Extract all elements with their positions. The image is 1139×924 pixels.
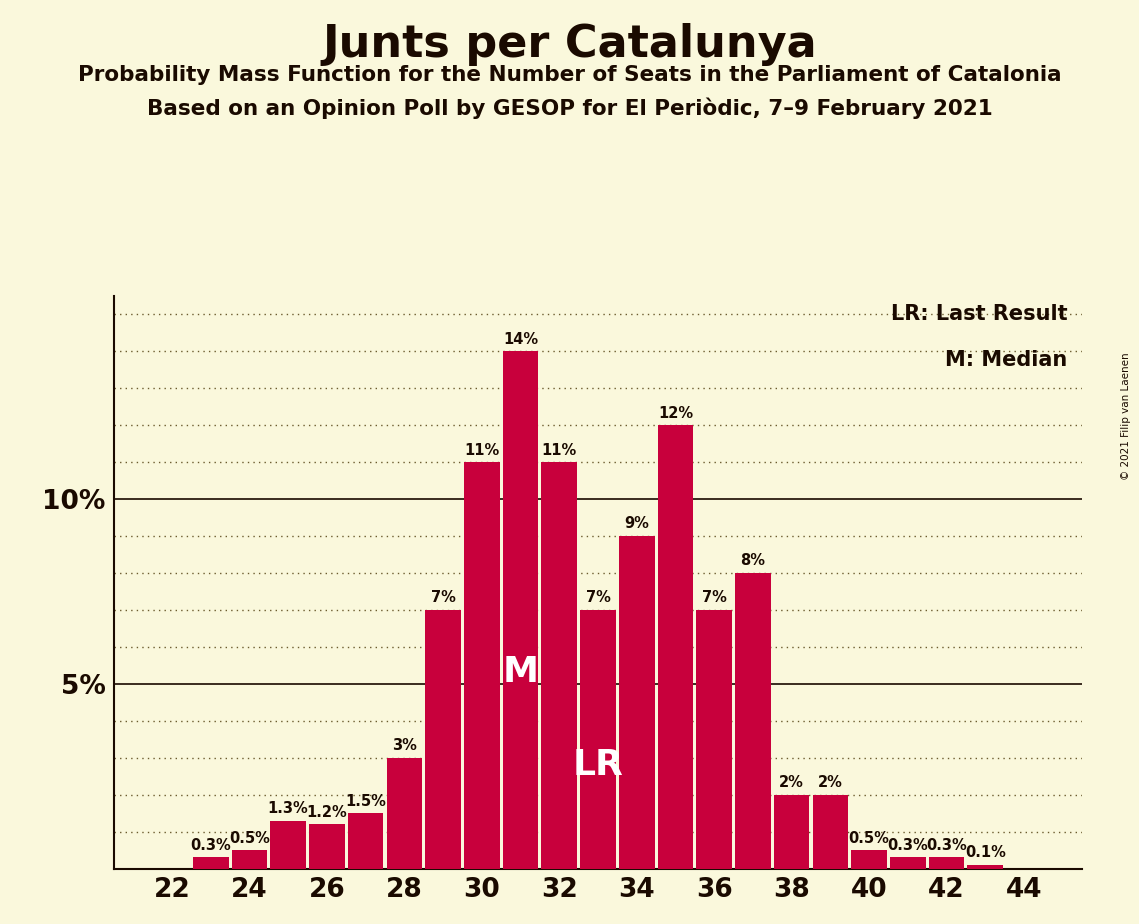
Bar: [192, 857, 229, 869]
Text: 0.5%: 0.5%: [849, 831, 890, 845]
Bar: [231, 850, 268, 869]
Bar: [735, 573, 771, 869]
Text: Probability Mass Function for the Number of Seats in the Parliament of Catalonia: Probability Mass Function for the Number…: [77, 65, 1062, 85]
Bar: [425, 610, 461, 869]
Text: 0.3%: 0.3%: [887, 838, 928, 853]
Text: 3%: 3%: [392, 738, 417, 753]
Text: 0.3%: 0.3%: [190, 838, 231, 853]
Text: 14%: 14%: [503, 332, 538, 346]
Text: 11%: 11%: [542, 443, 576, 457]
Text: 0.1%: 0.1%: [965, 845, 1006, 860]
Text: 9%: 9%: [624, 517, 649, 531]
Bar: [386, 758, 423, 869]
Text: M: M: [502, 655, 539, 689]
Text: 2%: 2%: [818, 775, 843, 790]
Bar: [773, 795, 810, 869]
Bar: [967, 865, 1003, 869]
Bar: [580, 610, 616, 869]
Text: M: Median: M: Median: [945, 350, 1067, 371]
Bar: [618, 536, 655, 869]
Bar: [464, 462, 500, 869]
Bar: [851, 850, 887, 869]
Text: LR: LR: [573, 748, 623, 782]
Text: © 2021 Filip van Laenen: © 2021 Filip van Laenen: [1121, 352, 1131, 480]
Text: 1.2%: 1.2%: [306, 805, 347, 820]
Text: 7%: 7%: [702, 590, 727, 605]
Text: 2%: 2%: [779, 775, 804, 790]
Text: 1.3%: 1.3%: [268, 801, 309, 816]
Bar: [890, 857, 926, 869]
Bar: [657, 425, 694, 869]
Text: 8%: 8%: [740, 553, 765, 568]
Text: 7%: 7%: [431, 590, 456, 605]
Bar: [309, 824, 345, 869]
Text: 11%: 11%: [465, 443, 499, 457]
Bar: [270, 821, 306, 869]
Text: 1.5%: 1.5%: [345, 794, 386, 808]
Bar: [928, 857, 965, 869]
Text: LR: Last Result: LR: Last Result: [891, 304, 1067, 324]
Text: 12%: 12%: [658, 406, 693, 420]
Text: 7%: 7%: [585, 590, 611, 605]
Bar: [696, 610, 732, 869]
Bar: [541, 462, 577, 869]
Bar: [502, 351, 539, 869]
Bar: [347, 813, 384, 869]
Text: Based on an Opinion Poll by GESOP for El Periòdic, 7–9 February 2021: Based on an Opinion Poll by GESOP for El…: [147, 97, 992, 118]
Bar: [812, 795, 849, 869]
Text: Junts per Catalunya: Junts per Catalunya: [322, 23, 817, 67]
Text: 0.3%: 0.3%: [926, 838, 967, 853]
Text: 0.5%: 0.5%: [229, 831, 270, 845]
